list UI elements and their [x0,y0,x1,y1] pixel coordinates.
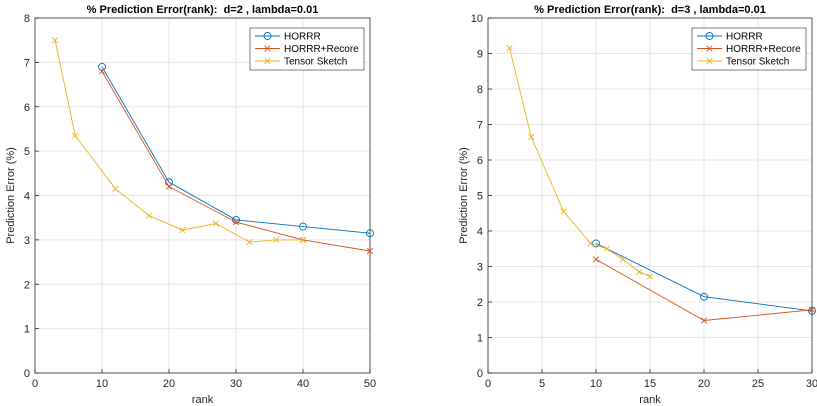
x-tick-label: 40 [297,378,309,390]
y-axis-label: Prediction Error (%) [5,147,17,244]
x-tick-label: 10 [590,378,602,390]
y-tick-label: 7 [477,120,483,132]
y-tick-label: 1 [477,333,483,345]
data-point [51,37,59,44]
legend-marker [706,45,713,52]
y-tick-label: 5 [24,146,30,158]
data-point [700,292,708,301]
data-point [560,208,567,215]
y-tick-label: 10 [471,13,483,25]
series-line-0 [101,66,371,234]
x-tick-label: 5 [539,378,545,390]
data-point [232,219,240,226]
data-point [808,306,816,313]
legend-label: HORRR [726,32,763,43]
y-tick-label: 4 [24,191,30,203]
y-tick-label: 0 [24,368,30,380]
y-tick-label: 9 [477,49,483,61]
y-tick-label: 1 [24,324,30,336]
x-tick-label: 50 [364,378,376,390]
data-point [506,45,513,52]
y-tick-label: 6 [477,155,483,167]
x-tick-label: 0 [32,378,38,390]
y-tick-label: 7 [24,57,30,69]
data-point [165,183,173,190]
data-point [587,240,594,247]
legend-label: HORRR+Recore [726,44,801,55]
y-tick-label: 3 [477,262,483,274]
data-point [273,236,280,243]
x-tick-label: 30 [806,378,817,390]
x-axis-label: rank [639,394,661,406]
data-point [366,229,374,238]
data-point [212,220,220,227]
legend-label: Tensor Sketch [284,57,347,68]
data-point [700,317,708,324]
data-point [299,222,307,231]
legend-label: Tensor Sketch [726,57,789,68]
y-tick-label: 5 [477,191,483,203]
data-point [72,132,79,139]
y-tick-label: 2 [24,279,30,291]
series-line-0 [595,242,813,312]
legend-label: HORRR+Recore [284,44,359,55]
legend-label: HORRR [284,32,321,43]
data-point [646,273,654,280]
x-tick-label: 10 [96,378,108,390]
y-tick-label: 4 [477,226,483,238]
data-point [636,268,643,275]
data-point [592,256,600,263]
data-point [98,68,106,75]
data-point [112,185,119,192]
x-tick-label: 20 [698,378,710,390]
legend-marker [706,57,713,65]
data-point [246,238,253,246]
legend-marker [264,57,271,65]
y-tick-label: 0 [477,368,483,380]
data-point [619,256,627,263]
y-tick-label: 3 [24,235,30,247]
data-point [603,245,610,252]
chart-title: % Prediction Error(rank): d=3 , lambda=0… [534,4,766,16]
x-tick-label: 25 [752,378,764,390]
x-tick-label: 30 [230,378,242,390]
data-point [98,62,106,71]
legend-marker [263,32,272,40]
y-tick-label: 8 [477,84,483,96]
y-tick-label: 2 [477,297,483,309]
x-tick-label: 15 [644,378,656,390]
data-point [179,226,186,234]
chart-panel-d3: 0 5 10 15 20 25 30 0 1 2 3 4 5 6 7 8 9 10 % Prediction Err… [458,4,817,406]
x-tick-label: 20 [163,378,175,390]
y-tick-label: 8 [24,13,30,25]
y-tick-label: 6 [24,102,30,114]
data-point [366,247,374,255]
x-tick-label: 0 [485,378,491,390]
data-point [808,306,816,315]
data-point [528,133,535,141]
y-axis-label: Prediction Error (%) [458,147,470,244]
data-point [592,239,600,248]
data-point [145,212,153,219]
chart-panel-d2: 0 10 20 30 40 50 0 1 2 3 4 5 6 7 8 % Prediction Error(r… [5,4,376,406]
chart-title: % Prediction Error(rank): d=2 , lambda=0… [87,4,319,16]
x-axis-label: rank [192,394,214,406]
legend-marker [264,45,271,52]
data-point [165,178,173,187]
data-point [299,236,307,243]
legend-marker [705,32,714,40]
